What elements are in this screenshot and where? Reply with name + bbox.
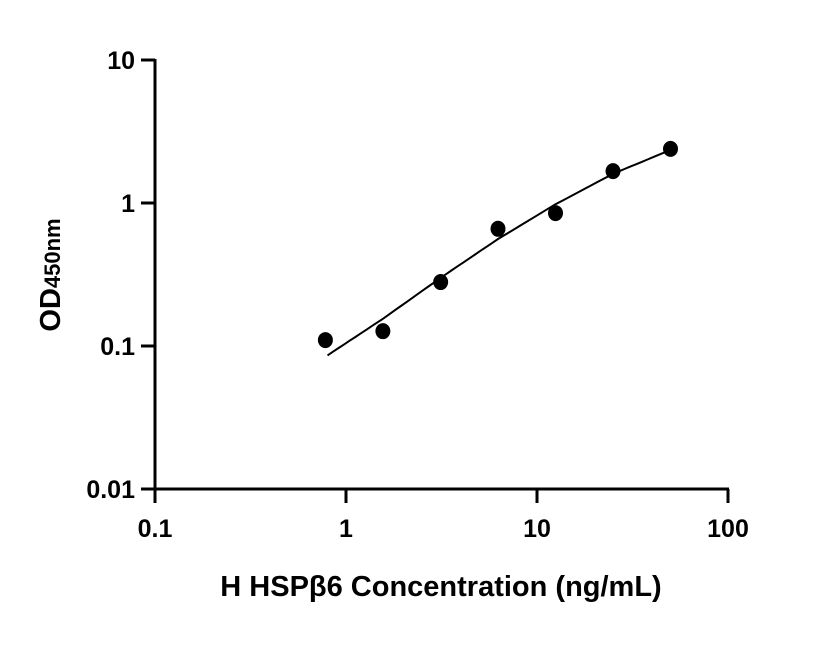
- y-axis-label-main: OD: [35, 288, 67, 332]
- data-point: [490, 220, 506, 237]
- data-point: [433, 274, 449, 291]
- data-point: [375, 323, 391, 340]
- y-axis-label: OD450nm: [35, 218, 67, 331]
- y-tick-label: 1: [121, 190, 135, 218]
- data-point: [663, 140, 679, 157]
- x-tick-label: 0.1: [138, 515, 173, 543]
- y-tick-label: 0.01: [86, 476, 135, 504]
- data-points: [317, 140, 679, 349]
- data-point: [605, 163, 621, 180]
- x-tick-label: 100: [707, 515, 749, 543]
- data-point: [548, 205, 564, 222]
- y-tick-label: 10: [107, 47, 135, 75]
- data-point: [317, 332, 333, 349]
- y-tick-label: 0.1: [100, 333, 135, 361]
- x-tick-label: 1: [339, 515, 353, 543]
- x-axis-label: H HSPβ6 Concentration (ng/mL): [220, 571, 661, 603]
- x-tick-label: 10: [523, 515, 551, 543]
- y-axis-label-sub: 450nm: [40, 218, 65, 288]
